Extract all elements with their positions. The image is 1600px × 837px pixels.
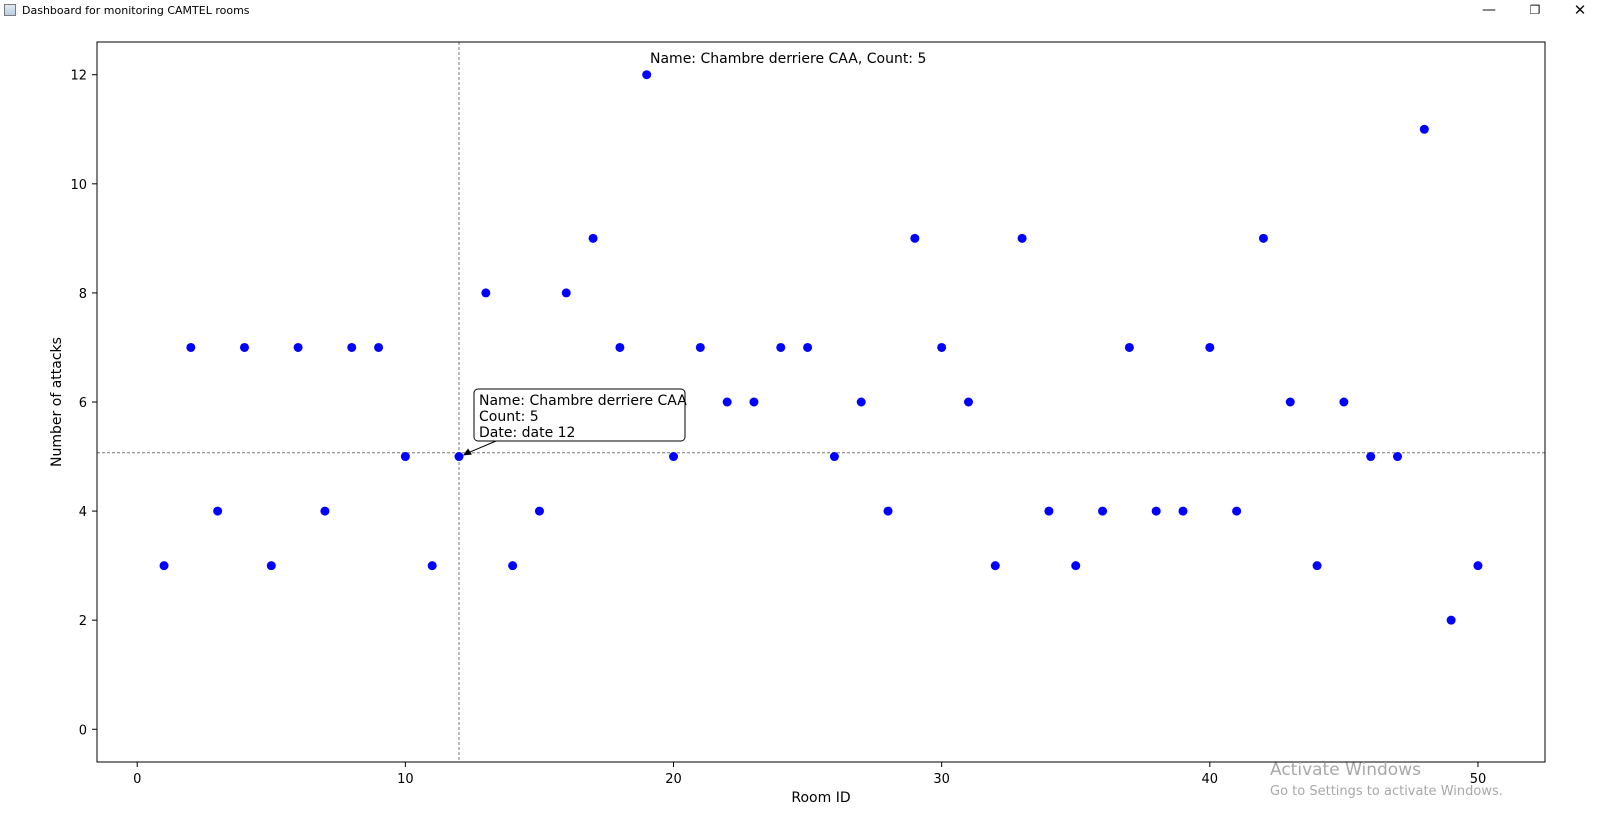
window-title: Dashboard for monitoring CAMTEL rooms	[22, 4, 250, 17]
y-tick-label: 12	[70, 69, 87, 84]
scatter-point[interactable]	[1178, 506, 1188, 516]
activate-windows-subtitle: Go to Settings to activate Windows.	[1270, 784, 1503, 799]
scatter-point[interactable]	[963, 397, 973, 407]
x-axis-label: Room ID	[791, 790, 850, 806]
scatter-point[interactable]	[1151, 506, 1161, 516]
y-tick-label: 2	[79, 614, 87, 629]
scatter-point[interactable]	[508, 561, 518, 571]
scatter-point[interactable]	[186, 342, 196, 352]
scatter-point[interactable]	[1419, 124, 1429, 134]
scatter-point[interactable]	[588, 233, 598, 243]
crosshair	[97, 42, 1545, 762]
y-tick-label: 8	[79, 287, 87, 302]
scatter-point[interactable]	[1232, 506, 1242, 516]
scatter-point[interactable]	[990, 561, 1000, 571]
annotation-line: Count: 5	[479, 409, 539, 425]
scatter-point[interactable]	[1366, 452, 1376, 462]
scatter-point[interactable]	[615, 342, 625, 352]
scatter-point[interactable]	[883, 506, 893, 516]
hover-status-text: Name: Chambre derriere CAA, Count: 5	[650, 51, 926, 67]
scatter-point[interactable]	[454, 452, 464, 462]
scatter-point[interactable]	[695, 342, 705, 352]
scatter-point[interactable]	[1258, 233, 1268, 243]
scatter-point[interactable]	[266, 561, 276, 571]
y-tick-label: 0	[79, 723, 87, 738]
x-tick-label: 40	[1202, 772, 1219, 787]
scatter-point[interactable]	[1339, 397, 1349, 407]
annotation-box	[473, 388, 686, 442]
scatter-point[interactable]	[481, 288, 491, 298]
scatter-point[interactable]	[1017, 233, 1027, 243]
scatter-point[interactable]	[400, 452, 410, 462]
scatter-point[interactable]	[776, 342, 786, 352]
scatter-point[interactable]	[910, 233, 920, 243]
scatter-point[interactable]	[347, 342, 357, 352]
scatter-point[interactable]	[1124, 342, 1134, 352]
scatter-point[interactable]	[642, 70, 652, 80]
title-bar: Dashboard for monitoring CAMTEL rooms — …	[0, 0, 1600, 22]
annotation-line: Date: date 12	[479, 425, 575, 441]
annotation-line: Name: Chambre derriere CAA	[479, 393, 687, 409]
scatter-point[interactable]	[213, 506, 223, 516]
scatter-point[interactable]	[320, 506, 330, 516]
scatter-point[interactable]	[829, 452, 839, 462]
scatter-point[interactable]	[561, 288, 571, 298]
close-button[interactable]: ✕	[1573, 1, 1587, 19]
scatter-point[interactable]	[722, 397, 732, 407]
x-tick-label: 0	[133, 772, 141, 787]
scatter-point[interactable]	[749, 397, 759, 407]
scatter-point[interactable]	[1098, 506, 1108, 516]
restore-button[interactable]: ❐	[1529, 3, 1541, 17]
x-tick-label: 20	[665, 772, 682, 787]
x-tick-label: 10	[397, 772, 414, 787]
axis-ticks: 0 10 20 30 40 50 0 2 4 6 8 10 12	[70, 69, 1486, 787]
scatter-point[interactable]	[1312, 561, 1322, 571]
scatter-point[interactable]	[1044, 506, 1054, 516]
annotation-arrow-head	[463, 448, 472, 456]
data-points	[159, 70, 1483, 625]
y-tick-label: 6	[79, 396, 87, 411]
scatter-point[interactable]	[427, 561, 437, 571]
scatter-point[interactable]	[159, 561, 169, 571]
scatter-point[interactable]	[1071, 561, 1081, 571]
scatter-point[interactable]	[1205, 342, 1215, 352]
scatter-point[interactable]	[239, 342, 249, 352]
scatter-point[interactable]	[669, 452, 679, 462]
x-tick-label: 50	[1470, 772, 1487, 787]
y-axis-label: Number of attacks	[49, 337, 65, 467]
activate-windows-title: Activate Windows	[1270, 760, 1421, 780]
scatter-point[interactable]	[937, 342, 947, 352]
minimize-button[interactable]: —	[1482, 2, 1496, 18]
y-tick-label: 4	[79, 505, 87, 520]
plot-frame	[96, 41, 1546, 763]
x-tick-label: 30	[933, 772, 950, 787]
scatter-point[interactable]	[534, 506, 544, 516]
scatter-point[interactable]	[1285, 397, 1295, 407]
scatter-point[interactable]	[1446, 615, 1456, 625]
scatter-point[interactable]	[1393, 452, 1403, 462]
scatter-point[interactable]	[374, 342, 384, 352]
scatter-point[interactable]	[803, 342, 813, 352]
scatter-point[interactable]	[856, 397, 866, 407]
app-icon	[4, 4, 16, 16]
scatter-point[interactable]	[1473, 561, 1483, 571]
scatter-point[interactable]	[293, 342, 303, 352]
y-tick-label: 10	[70, 178, 87, 193]
